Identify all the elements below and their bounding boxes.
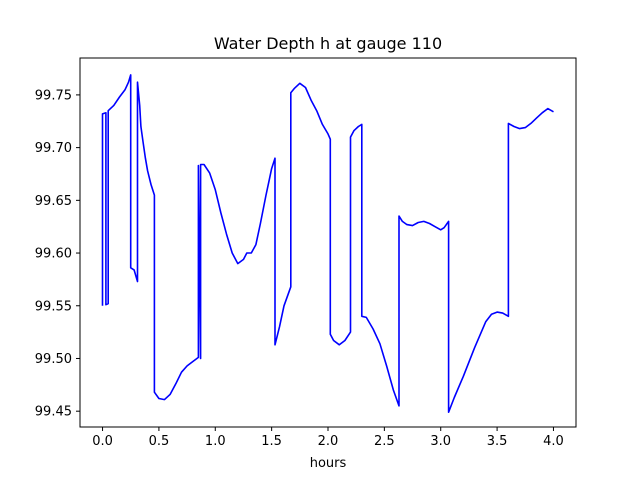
y-tick-label: 99.65 [35, 194, 72, 209]
x-axis: 0.0 0.5 1.0 1.5 2.0 2.5 3.0 3.5 4.0 [92, 427, 564, 449]
x-tick-label: 0.0 [92, 434, 113, 449]
y-tick-label: 99.55 [35, 299, 72, 314]
series-line-0 [101, 74, 554, 414]
x-tick-label: 4.0 [543, 434, 564, 449]
x-axis-label: hours [310, 456, 347, 471]
y-tick-label: 99.70 [35, 141, 72, 156]
x-tick-label: 3.5 [487, 434, 508, 449]
chart-title: Water Depth h at gauge 110 [214, 34, 442, 53]
y-axis: 99.45 99.50 99.55 99.60 99.65 99.70 99.75 [35, 88, 80, 420]
x-tick-label: 3.0 [430, 434, 451, 449]
x-tick-label: 1.0 [205, 434, 226, 449]
y-tick-label: 99.75 [35, 88, 72, 103]
plot-area [79, 57, 577, 428]
y-tick-label: 99.45 [35, 405, 72, 420]
y-tick-label: 99.60 [35, 247, 72, 262]
x-tick-label: 1.5 [261, 434, 282, 449]
y-tick-label: 99.50 [35, 352, 72, 367]
x-tick-label: 0.5 [149, 434, 170, 449]
x-tick-label: 2.0 [318, 434, 339, 449]
x-tick-label: 2.5 [374, 434, 395, 449]
